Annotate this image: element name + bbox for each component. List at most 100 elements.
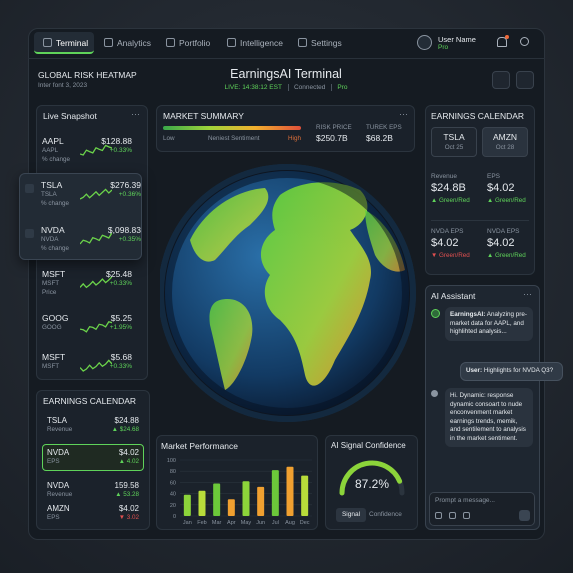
- row-value: 159.58: [114, 481, 139, 490]
- ticker: NVDA: [41, 225, 65, 235]
- sparkline: [80, 232, 112, 245]
- ticker: MSFT: [42, 352, 66, 362]
- tab-ticker: TSLA: [443, 132, 465, 142]
- row-change: ▼ 3.02: [118, 514, 139, 521]
- tab-ticker: AMZN: [492, 132, 518, 142]
- sparkline: [80, 321, 112, 333]
- message-input[interactable]: [429, 492, 535, 526]
- row-change: ▲ $24.68: [111, 426, 139, 433]
- row-value: $4.02: [118, 448, 139, 457]
- nav-tab[interactable]: Analytics: [117, 38, 152, 48]
- metric-label: Revenue: [431, 173, 458, 180]
- speaker: User:: [466, 367, 483, 374]
- stat-value: $250.7B: [316, 133, 348, 143]
- sparkline-path: [80, 321, 112, 333]
- chart-title: Market Performance: [161, 441, 238, 451]
- earnings-tab[interactable]: [482, 127, 528, 157]
- section-date: Inter font 3, 2023: [38, 82, 88, 89]
- ticker-icon: [25, 229, 34, 238]
- panel-title: AI Assistant: [431, 291, 476, 301]
- sparkline-path: [80, 359, 112, 372]
- nav-tab[interactable]: Settings: [311, 38, 342, 48]
- signal-tab-active: [336, 508, 366, 522]
- x-tick-label: Feb: [197, 520, 206, 526]
- bar-chart: 0 20 40 60 80 100 Jan Feb Mar Apr May Jun Jul Aug Dec: [167, 458, 312, 526]
- bar: [271, 470, 279, 516]
- highlight-row: [42, 444, 144, 471]
- x-tick-label: Dec: [300, 520, 310, 526]
- ticker-label: % change: [42, 156, 71, 163]
- metric-trend: ▲ Green/Red: [487, 197, 526, 204]
- panel-menu[interactable]: ···: [131, 109, 140, 119]
- status-line: LIVE: 14:38:12 EST Connected Pro: [186, 84, 386, 91]
- status-status: Connected: [287, 84, 326, 91]
- metric-value: $4.02: [487, 237, 515, 249]
- speaker: EarningsAI:: [450, 311, 486, 318]
- panel-menu[interactable]: ···: [523, 289, 532, 299]
- x-tick-label: Apr: [227, 520, 236, 526]
- signal-tab[interactable]: Confidence: [369, 511, 402, 518]
- divider: [431, 220, 529, 221]
- bot-avatar: [431, 309, 440, 318]
- panel-title: AI Signal Confidence: [331, 441, 406, 450]
- sparkline: [80, 276, 112, 289]
- notification-dot: [505, 35, 509, 39]
- metric-label: NVDA EPS: [431, 228, 464, 235]
- bot-message: EarningsAI: Analyzing pre-market data fo…: [445, 307, 533, 341]
- nav-tab[interactable]: Portfolio: [179, 38, 211, 48]
- sentiment-low: Low: [163, 135, 175, 142]
- sort-button[interactable]: [516, 71, 534, 89]
- ticker-sub: GOOG: [42, 324, 62, 331]
- input-icon[interactable]: [449, 512, 456, 519]
- row-change: ▲ 53.28: [115, 491, 139, 498]
- message-text: Analyzing pre-market data for AAPL, and …: [450, 311, 528, 335]
- ticker: MSFT: [42, 269, 66, 279]
- stat-label: RISK PRICE: [316, 124, 352, 131]
- nav-tab[interactable]: Intelligence: [240, 38, 284, 48]
- signal-tab[interactable]: Signal: [341, 511, 361, 518]
- user-avatar[interactable]: [417, 35, 432, 50]
- land-south-america: [209, 299, 253, 390]
- panel-title: MARKET SUMMARY: [163, 111, 244, 121]
- search-icon[interactable]: [520, 37, 529, 46]
- metric-value: $4.02: [431, 237, 459, 249]
- price: $5.25: [110, 313, 132, 323]
- metric-trend: ▲ Green/Red: [487, 252, 526, 259]
- price: $,098.83: [107, 225, 141, 235]
- earnings-tab[interactable]: [431, 127, 477, 157]
- bar: [198, 490, 206, 516]
- page-title: EarningsAI Terminal: [230, 67, 342, 81]
- gauge-label: 87.2%: [354, 477, 390, 491]
- y-tick-label: 0: [173, 514, 176, 520]
- user-plan: Pro: [438, 44, 449, 51]
- user-name[interactable]: User Name: [438, 35, 476, 44]
- input-placeholder: Prompt a message...: [435, 497, 495, 504]
- sparkline: [80, 144, 112, 156]
- row-value: $4.02: [118, 504, 139, 513]
- status-live: LIVE: 14:38:12 EST: [224, 84, 282, 91]
- bell-icon[interactable]: [497, 37, 507, 47]
- ticker-label: % change: [41, 245, 70, 252]
- price-change: +0.33%: [109, 363, 132, 370]
- settings-button[interactable]: [492, 71, 510, 89]
- nav-tab[interactable]: Terminal: [56, 38, 89, 48]
- metric-value: $4.02: [487, 182, 515, 194]
- tab-date: Oct 25: [444, 144, 464, 151]
- y-tick-label: 20: [170, 503, 176, 509]
- bar: [257, 486, 265, 516]
- panel-title: Live Snapshot: [43, 111, 97, 121]
- globe-shade: [160, 164, 416, 422]
- price: $5.68: [110, 352, 132, 362]
- gauge: [339, 460, 405, 496]
- input-icon[interactable]: [463, 512, 470, 519]
- nav-divider: [28, 58, 545, 59]
- nav-icon: [227, 38, 236, 47]
- send-button[interactable]: [519, 510, 530, 521]
- panel-menu[interactable]: ···: [399, 109, 408, 119]
- row-metric: EPS: [47, 458, 60, 465]
- nav-icon: [43, 38, 52, 47]
- input-icon[interactable]: [435, 512, 442, 519]
- panel-title: EARNINGS CALENDAR: [431, 111, 525, 121]
- bot-avatar: [431, 390, 438, 397]
